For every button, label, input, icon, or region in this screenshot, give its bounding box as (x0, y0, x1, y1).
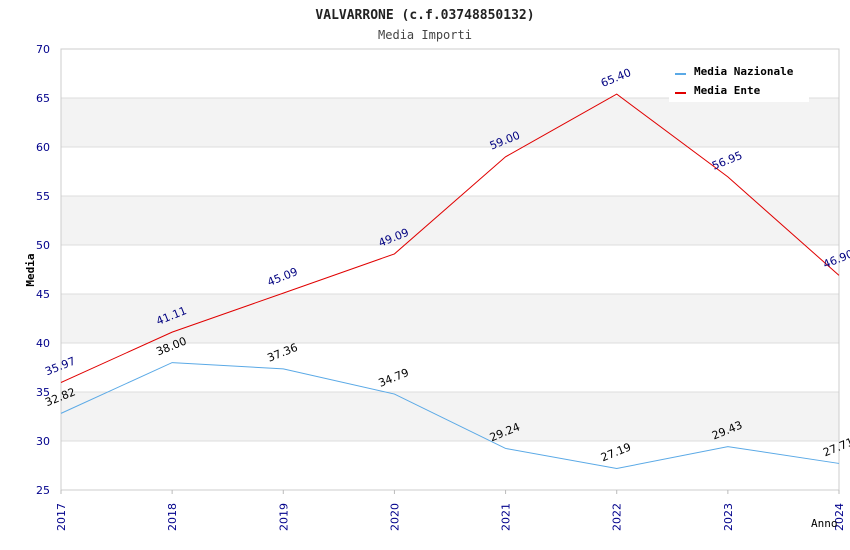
data-label: 65.40 (599, 66, 633, 90)
y-axis-label: Media (24, 253, 37, 286)
chart-title: VALVARRONE (c.f.03748850132) (315, 8, 534, 23)
background-bands (61, 98, 839, 441)
y-tick-label: 65 (36, 92, 50, 105)
plot-area (60, 48, 840, 491)
series-line-media-nazionale (60, 362, 840, 470)
data-label: 35.97 (43, 354, 77, 378)
grid-band (61, 294, 839, 343)
x-tick-label: 2022 (611, 503, 624, 531)
x-tick-label: 2018 (166, 503, 179, 531)
data-label: 46.90 (821, 247, 850, 271)
data-label: 56.95 (710, 149, 744, 173)
x-tick-label: 2023 (722, 503, 735, 531)
series-line-media-ente (60, 93, 840, 383)
x-tick-label: 2021 (500, 503, 513, 531)
y-tick-label: 55 (36, 190, 50, 203)
x-tick-label: 2017 (55, 503, 68, 531)
chart-subtitle: Media Importi (378, 28, 472, 42)
grid-band (61, 98, 839, 147)
x-axis: 2017 2018 2019 2020 2021 2022 2023 2024 (55, 490, 846, 531)
data-label: 34.79 (377, 366, 411, 390)
legend-box (669, 60, 809, 102)
x-tick-label: 2020 (388, 503, 401, 531)
data-label: 37.36 (266, 341, 300, 365)
legend-label: Media Nazionale (694, 65, 794, 78)
y-tick-label: 70 (36, 43, 50, 56)
y-tick-label: 40 (36, 337, 50, 350)
grid-band (61, 392, 839, 441)
legend-label: Media Ente (694, 84, 761, 97)
y-tick-label: 30 (36, 435, 50, 448)
y-tick-label: 35 (36, 386, 50, 399)
x-axis-label: Anno (811, 517, 838, 530)
grid-lines (61, 48, 839, 491)
grid-band (61, 196, 839, 245)
y-axis: 25 30 35 40 45 50 55 60 65 70 (36, 43, 50, 497)
x-tick-label: 2024 (833, 503, 846, 531)
x-tick-label: 2019 (277, 503, 290, 531)
y-tick-label: 25 (36, 484, 50, 497)
y-tick-label: 45 (36, 288, 50, 301)
y-tick-label: 60 (36, 141, 50, 154)
legend: Media Nazionale Media Ente (669, 60, 809, 102)
y-tick-label: 50 (36, 239, 50, 252)
data-label: 27.19 (599, 440, 633, 464)
data-label: 45.09 (266, 265, 300, 289)
